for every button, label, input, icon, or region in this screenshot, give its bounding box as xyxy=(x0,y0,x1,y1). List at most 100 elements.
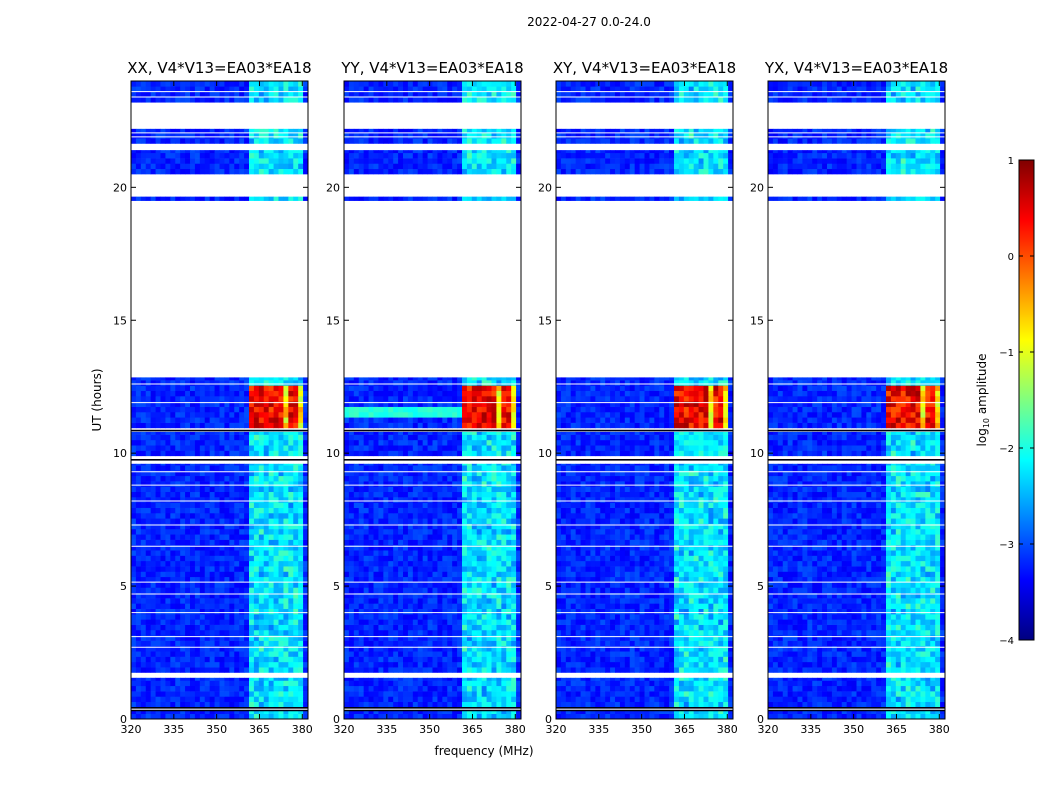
heat-cell xyxy=(471,667,478,673)
heat-cell xyxy=(150,81,156,87)
heat-cell xyxy=(253,417,260,423)
heat-cell xyxy=(471,680,478,687)
heat-cell xyxy=(190,640,196,647)
heat-cell xyxy=(293,431,299,435)
heat-cell xyxy=(239,587,245,594)
heat-cell xyxy=(258,128,265,134)
heat-cell xyxy=(165,491,171,498)
heat-cell xyxy=(481,396,487,402)
heat-cell xyxy=(204,645,211,652)
heat-cell xyxy=(145,158,152,164)
heat-cell xyxy=(378,555,384,562)
heat-cell xyxy=(278,491,284,498)
heat-cell xyxy=(368,507,374,514)
heat-cell xyxy=(160,550,166,556)
heat-cell xyxy=(268,152,274,159)
heat-cell xyxy=(486,463,492,466)
heat-cell xyxy=(427,497,433,503)
heat-cell xyxy=(278,445,284,451)
heat-cell xyxy=(516,528,522,535)
heat-cell xyxy=(516,463,522,466)
heat-cell xyxy=(407,550,414,556)
heat-cell xyxy=(160,481,166,487)
heat-cell xyxy=(150,608,156,615)
heat-cell xyxy=(155,380,161,386)
heat-cell xyxy=(155,555,161,562)
heat-cell xyxy=(383,385,389,391)
heat-cell xyxy=(278,587,284,594)
heat-cell xyxy=(140,640,147,647)
heat-cell xyxy=(249,96,255,103)
heat-cell xyxy=(283,475,289,482)
heat-cell xyxy=(150,86,156,92)
heat-cell xyxy=(344,491,350,498)
heat-cell xyxy=(466,406,473,413)
heat-cell xyxy=(209,523,215,530)
heat-cell xyxy=(466,592,473,599)
heat-cell xyxy=(234,629,240,636)
heat-cell xyxy=(298,696,304,703)
heat-cell xyxy=(253,677,260,681)
heat-cell xyxy=(412,470,419,477)
heat-cell xyxy=(268,677,274,681)
heat-cell xyxy=(209,150,215,154)
heat-cell xyxy=(140,614,147,620)
heat-cell xyxy=(253,465,260,471)
heat-cell xyxy=(486,431,492,435)
heat-cell xyxy=(481,486,487,493)
heat-cell xyxy=(131,576,137,583)
heat-cell xyxy=(452,497,458,503)
heat-cell xyxy=(516,566,522,572)
heat-cell xyxy=(358,550,365,556)
heat-cell xyxy=(471,534,478,540)
heat-cell xyxy=(234,603,240,609)
heat-cell xyxy=(457,713,463,720)
heat-cell xyxy=(185,450,191,457)
heat-cell xyxy=(442,406,448,413)
heat-cell xyxy=(165,566,171,572)
heat-cell xyxy=(185,691,191,697)
heat-cell xyxy=(516,534,522,540)
heat-cell xyxy=(131,711,137,714)
heat-cell xyxy=(268,619,274,625)
heat-cell xyxy=(283,406,289,413)
heat-cell xyxy=(278,571,284,578)
heat-cell xyxy=(398,417,404,423)
heat-cell xyxy=(447,411,453,418)
heat-cell xyxy=(190,691,196,697)
heat-cell xyxy=(204,635,211,641)
heat-cell xyxy=(471,528,478,535)
heat-cell xyxy=(258,582,265,588)
heat-cell xyxy=(466,635,473,641)
heat-cell xyxy=(383,619,389,625)
heat-cell xyxy=(481,518,487,524)
heat-cell xyxy=(175,518,181,524)
heat-cell xyxy=(185,534,191,540)
heat-cell xyxy=(180,701,186,708)
heat-cell xyxy=(452,677,458,681)
heat-cell xyxy=(229,439,235,446)
heat-cell xyxy=(462,677,468,681)
heat-cell xyxy=(194,481,201,487)
heat-cell xyxy=(244,411,250,418)
heat-cell xyxy=(427,507,433,514)
heat-cell xyxy=(462,512,468,519)
heat-cell xyxy=(516,629,522,636)
heat-cell xyxy=(407,685,414,692)
heat-cell xyxy=(298,518,304,524)
heat-cell xyxy=(303,486,309,493)
heat-cell xyxy=(244,502,250,508)
heat-cell xyxy=(344,592,350,599)
heat-cell xyxy=(209,624,215,631)
heat-cell xyxy=(180,406,186,413)
heat-cell xyxy=(393,518,399,524)
heat-cell xyxy=(135,656,142,663)
heat-cell xyxy=(209,128,215,134)
heat-cell xyxy=(185,507,191,514)
heat-cell xyxy=(344,518,350,524)
heat-cell xyxy=(258,566,265,572)
heat-cell xyxy=(447,417,453,423)
heat-cell xyxy=(194,677,201,681)
heat-cell xyxy=(190,481,196,487)
heat-cell xyxy=(199,680,206,687)
